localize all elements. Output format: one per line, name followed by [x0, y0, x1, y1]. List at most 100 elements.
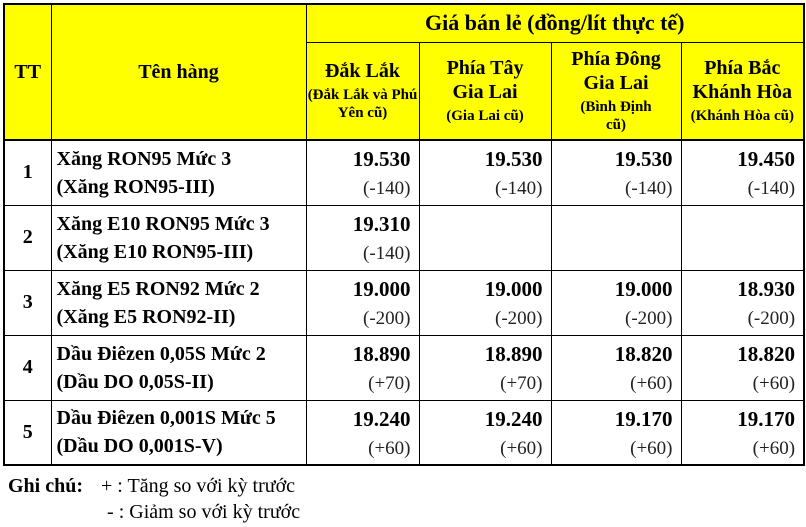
price-cell: 19.000 (-200) — [550, 269, 682, 336]
price-value: 19.240 — [484, 406, 543, 431]
region-name: Phía Tây Gia Lai — [446, 57, 524, 104]
price-change: (-200) — [625, 307, 673, 329]
product-name-line1: Dầu Điêzen 0,05S Mức 2 — [56, 342, 266, 365]
price-change: (-200) — [495, 307, 543, 329]
price-value: 18.890 — [484, 341, 543, 366]
price-value: 19.240 — [352, 406, 411, 431]
col-header-tt: TT — [3, 3, 52, 141]
price-value: 19.530 — [352, 147, 411, 171]
region-note: (Bình Định cũ) — [580, 99, 652, 134]
price-cell — [680, 204, 805, 271]
price-value: 18.930 — [737, 276, 796, 301]
price-cell: 19.240 (+60) — [305, 399, 420, 466]
price-change: (-200) — [747, 307, 796, 329]
row-number: 5 — [3, 399, 52, 466]
fuel-price-table: TT Tên hàng Giá bán lẻ (đồng/lít thực tế… — [3, 3, 806, 466]
product-name-line1: Xăng E10 RON95 Mức 3 — [56, 212, 270, 235]
price-value: 19.000 — [484, 276, 543, 301]
product-name-line2: (Xăng E10 RON95-III) — [56, 240, 254, 263]
row-number: 1 — [3, 139, 52, 206]
retail-price-title: Giá bán lẻ (đồng/lít thực tế) — [305, 3, 805, 43]
footnote-lines: + : Tăng so với kỳ trước - : Giảm so với… — [101, 473, 300, 525]
region-header-tay-gia-lai: Phía Tây Gia Lai (Gia Lai cũ) — [418, 41, 552, 141]
price-value: 19.530 — [614, 147, 673, 171]
price-value: 19.450 — [737, 147, 796, 171]
price-change: (+60) — [630, 372, 673, 394]
header-row-regions: Đắk Lắk (Đắk Lắk và Phú Yên cũ) Phía Tây… — [4, 41, 805, 141]
row-number: 4 — [3, 334, 52, 401]
price-cell: 18.820 (+60) — [680, 334, 805, 401]
price-cell — [550, 204, 682, 271]
price-change: (+70) — [368, 372, 411, 394]
region-name: Đắk Lắk — [324, 60, 401, 83]
price-change: (+70) — [500, 372, 543, 394]
product-name: Dầu Điêzen 0,05S Mức 2 (Dầu DO 0,05S-II) — [50, 334, 307, 401]
product-name-line2: (Dầu DO 0,05S-II) — [56, 370, 214, 393]
price-cell: 19.530 (-140) — [305, 139, 420, 206]
price-change: (-140) — [495, 178, 543, 199]
region-note: (Đắk Lắk và Phú Yên cũ) — [307, 87, 418, 122]
table-row: 2 Xăng E10 RON95 Mức 3 (Xăng E10 RON95-I… — [3, 204, 805, 271]
footnote: Ghi chú: + : Tăng so với kỳ trước - : Gi… — [8, 473, 806, 525]
price-cell — [418, 204, 552, 271]
row-number: 2 — [3, 204, 52, 271]
footnote-line-decrease: - : Giảm so với kỳ trước — [107, 501, 301, 523]
product-name-line2: (Dầu DO 0,001S-V) — [56, 435, 223, 458]
price-change: (+60) — [752, 372, 796, 394]
region-header-bac-khanh-hoa: Phía Bắc Khánh Hòa (Khánh Hòa cũ) — [680, 41, 805, 141]
region-note: (Gia Lai cũ) — [446, 108, 524, 125]
price-value: 19.000 — [352, 276, 411, 301]
price-change: (-140) — [363, 178, 411, 199]
price-cell: 19.000 (-200) — [305, 269, 420, 336]
price-value: 19.000 — [614, 276, 673, 301]
region-note: (Khánh Hòa cũ) — [690, 108, 794, 125]
price-cell: 18.820 (+60) — [550, 334, 682, 401]
price-value: 19.170 — [614, 406, 673, 431]
col-header-product: Tên hàng — [50, 3, 307, 141]
price-change: (+60) — [500, 437, 543, 459]
price-cell: 18.890 (+70) — [305, 334, 420, 401]
price-change: (-140) — [625, 178, 673, 199]
product-name: Xăng RON95 Mức 3 (Xăng RON95-III) — [50, 139, 307, 206]
price-value: 18.820 — [737, 341, 796, 366]
price-cell: 19.170 (+60) — [550, 399, 682, 466]
footnote-label: Ghi chú: — [8, 475, 84, 497]
row-number: 3 — [3, 269, 52, 336]
region-header-dak-lak: Đắk Lắk (Đắk Lắk và Phú Yên cũ) — [305, 41, 420, 141]
price-value: 19.310 — [352, 211, 411, 236]
price-value: 19.530 — [484, 147, 543, 171]
price-change: (-140) — [747, 178, 796, 199]
price-value: 18.820 — [614, 341, 673, 366]
table-row: 5 Dầu Điêzen 0,001S Mức 5 (Dầu DO 0,001S… — [3, 399, 805, 466]
price-cell: 18.930 (-200) — [680, 269, 805, 336]
price-value: 19.170 — [737, 406, 796, 431]
product-name-line1: Xăng RON95 Mức 3 — [56, 147, 232, 170]
region-header-dong-gia-lai: Phía Đông Gia Lai (Bình Định cũ) — [550, 41, 682, 141]
price-cell: 19.530 (-140) — [550, 139, 682, 206]
table-row: 4 Dầu Điêzen 0,05S Mức 2 (Dầu DO 0,05S-I… — [3, 334, 805, 401]
price-change: (+60) — [630, 437, 673, 459]
price-change: (+60) — [368, 437, 411, 459]
price-change: (+60) — [752, 437, 796, 459]
price-cell: 19.310 (-140) — [305, 204, 420, 271]
product-name: Xăng E5 RON92 Mức 2 (Xăng E5 RON92-II) — [50, 269, 307, 336]
price-change: (-200) — [363, 307, 411, 329]
price-change: (-140) — [363, 242, 411, 264]
product-name-line2: (Xăng RON95-III) — [56, 175, 215, 198]
product-name-line1: Dầu Điêzen 0,001S Mức 5 — [56, 407, 276, 430]
product-name: Xăng E10 RON95 Mức 3 (Xăng E10 RON95-III… — [50, 204, 307, 271]
price-value: 18.890 — [352, 341, 411, 366]
price-cell: 18.890 (+70) — [418, 334, 552, 401]
price-cell: 19.530 (-140) — [418, 139, 552, 206]
region-name: Phía Đông Gia Lai — [571, 48, 661, 95]
price-cell: 19.450 (-140) — [680, 139, 805, 206]
price-cell: 19.000 (-200) — [418, 269, 552, 336]
footnote-line-increase: + : Tăng so với kỳ trước — [101, 475, 296, 497]
price-cell: 19.240 (+60) — [418, 399, 552, 466]
table-row: 3 Xăng E5 RON92 Mức 2 (Xăng E5 RON92-II)… — [3, 269, 805, 336]
price-cell: 19.170 (+60) — [680, 399, 805, 466]
product-name: Dầu Điêzen 0,001S Mức 5 (Dầu DO 0,001S-V… — [50, 399, 307, 466]
product-name-line1: Xăng E5 RON92 Mức 2 — [56, 277, 260, 300]
region-name: Phía Bắc Khánh Hòa — [692, 57, 792, 104]
